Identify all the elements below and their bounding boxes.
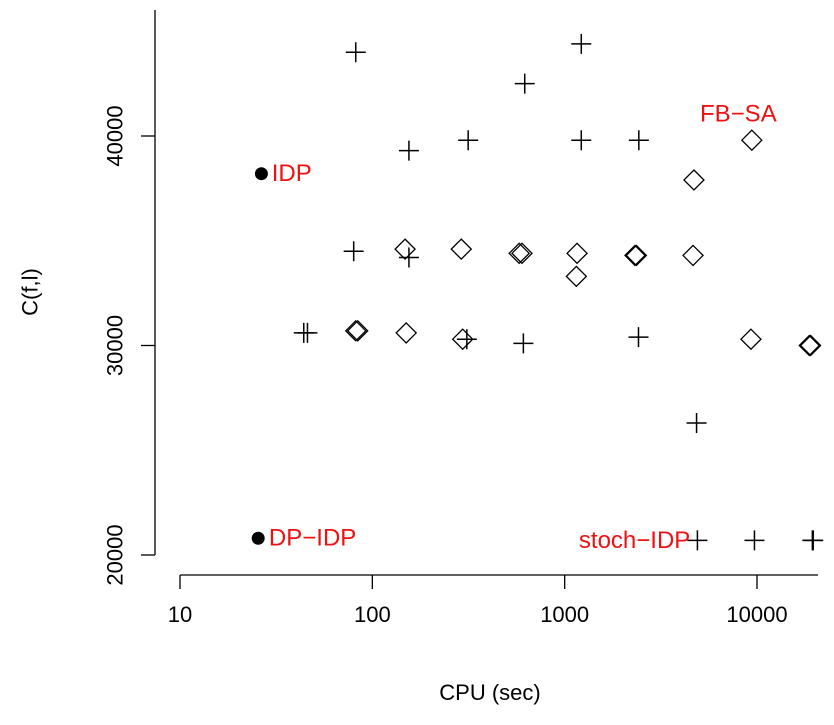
diamond-marker	[395, 322, 418, 344]
diamond-marker	[799, 334, 822, 357]
x-tick-label: 1000	[540, 602, 589, 627]
plus-marker	[628, 327, 649, 348]
plus-marker	[398, 247, 419, 268]
diamond-marker	[394, 238, 416, 261]
x-axis-title: CPU (sec)	[439, 680, 540, 705]
annotation-label: IDP	[272, 160, 312, 187]
x-tick-label: 10	[168, 602, 192, 627]
y-tick-label: 30000	[103, 315, 128, 376]
annotation-label: stoch−IDP	[579, 527, 690, 554]
x-tick-label: 100	[354, 602, 391, 627]
y-tick-label: 20000	[103, 524, 128, 585]
filled-dot-marker	[251, 531, 265, 545]
x-ticks: 10 100 1000 10000	[168, 575, 788, 627]
plus-marker	[571, 130, 592, 151]
diamond-marker	[682, 244, 704, 267]
y-axis-title: C(f,l)	[18, 268, 43, 316]
plus-marker	[458, 130, 479, 151]
plus-marker	[744, 530, 765, 551]
plus-marker	[687, 530, 708, 551]
diamond-marker	[346, 319, 369, 342]
y-ticks: 20000 30000 40000	[103, 105, 155, 586]
diamond-marker	[740, 328, 762, 351]
annotations: IDP DP−IDP FB−SA stoch−IDP	[269, 101, 777, 554]
plus-marker	[571, 33, 592, 54]
plus-marker	[345, 42, 366, 63]
plus-marker	[686, 413, 707, 434]
annotation-label: FB−SA	[700, 101, 777, 128]
data-points	[251, 33, 824, 551]
diamond-marker	[565, 265, 588, 288]
plus-marker	[513, 333, 534, 354]
plus-marker	[343, 241, 364, 262]
diamond-marker	[450, 238, 473, 261]
diamond-marker	[624, 244, 646, 267]
plus-marker	[398, 140, 419, 161]
diamond-marker	[740, 129, 763, 152]
diamond-marker	[344, 319, 367, 342]
diamond-marker	[566, 242, 588, 265]
x-tick-label: 10000	[726, 602, 787, 627]
plus-marker	[297, 322, 318, 343]
plus-marker	[514, 73, 535, 94]
diamond-marker	[625, 244, 648, 267]
diamond-marker	[508, 242, 531, 265]
diamond-marker	[451, 328, 474, 351]
diamond-marker	[798, 334, 821, 357]
plus-marker	[628, 130, 649, 151]
diamond-marker	[511, 242, 533, 265]
annotation-label: DP−IDP	[269, 525, 356, 552]
filled-dot-marker	[254, 167, 268, 181]
axes: 20000 30000 40000 10 100 1000 10000	[103, 10, 818, 627]
y-tick-label: 40000	[103, 105, 128, 166]
diamond-marker	[683, 169, 705, 191]
plus-marker	[803, 530, 824, 551]
